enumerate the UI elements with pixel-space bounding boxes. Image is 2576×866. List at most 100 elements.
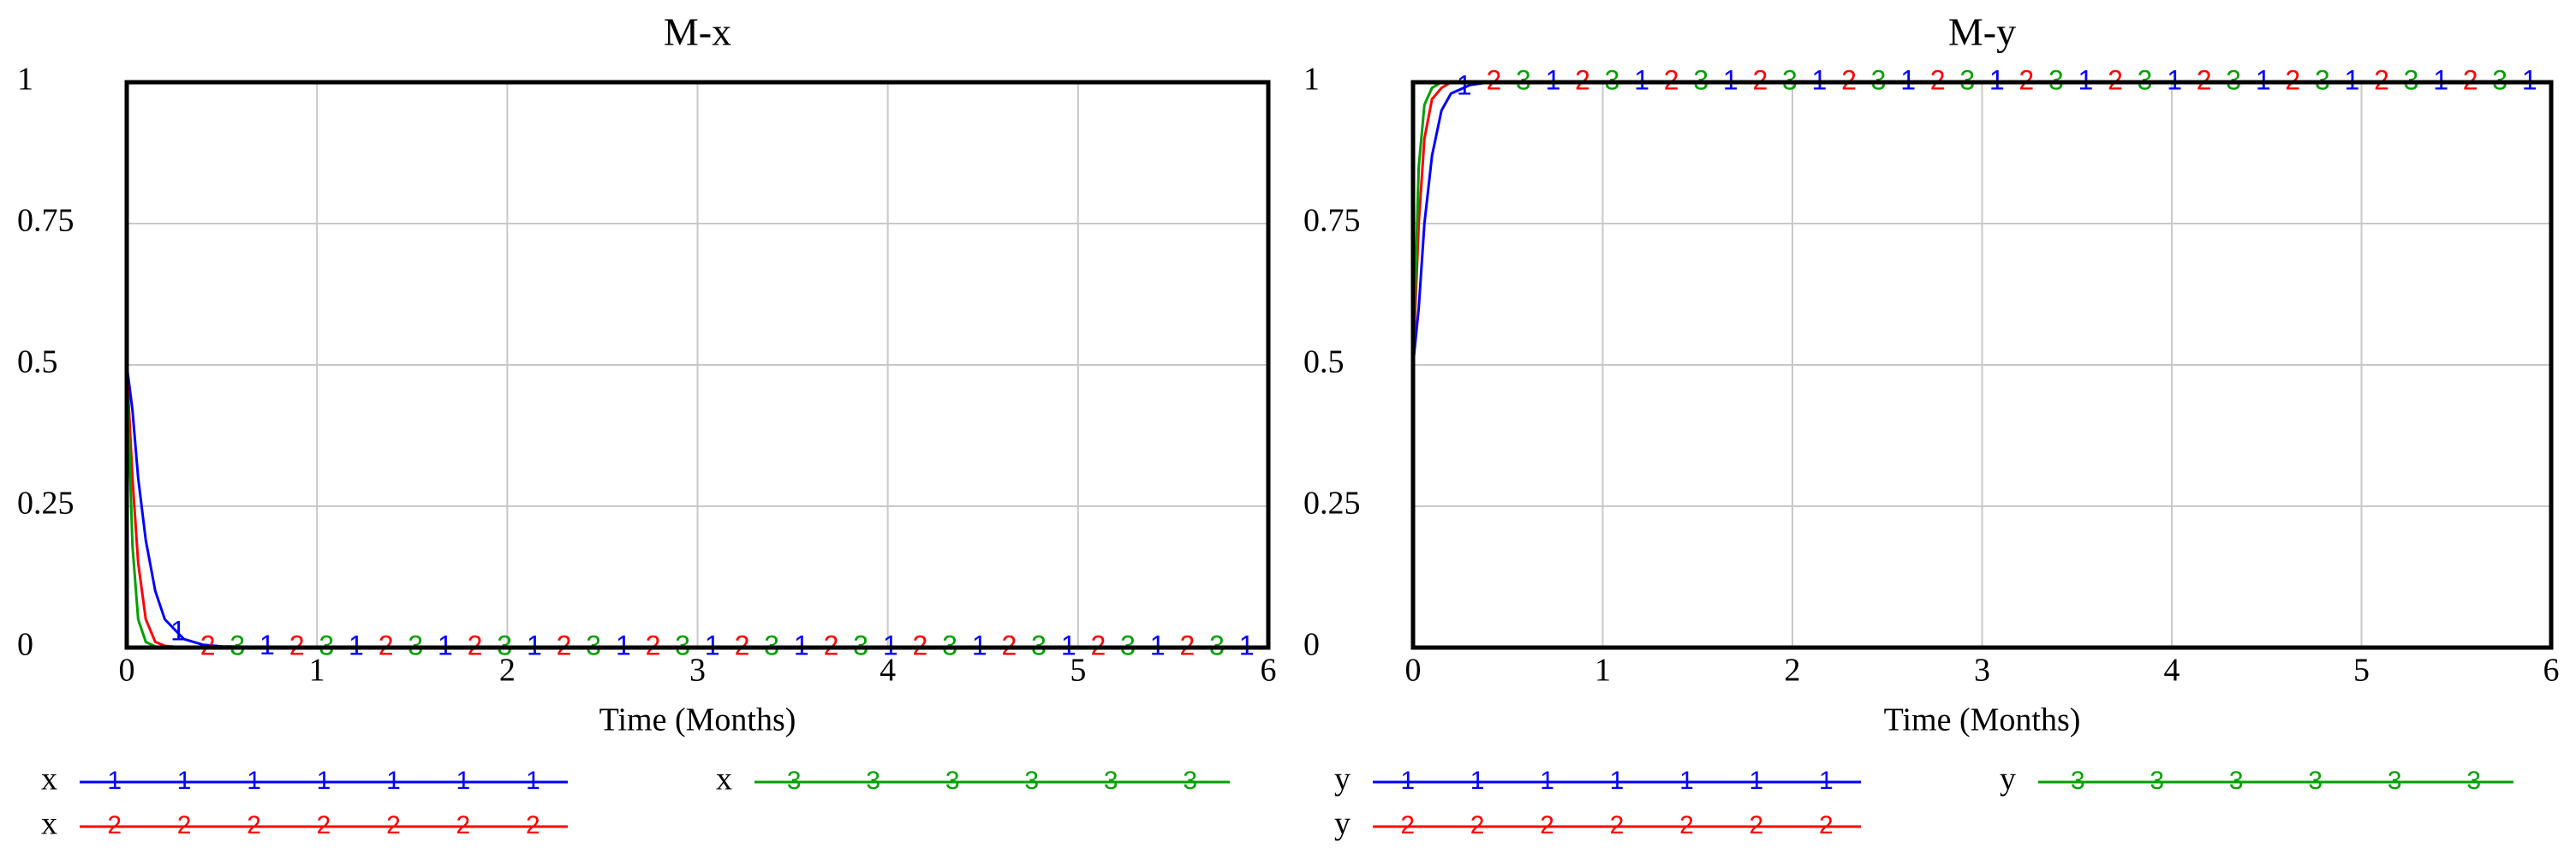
line-marker: 2	[1664, 64, 1679, 95]
y-tick-label: 0	[1303, 627, 1320, 663]
x-tick-label: 1	[309, 653, 325, 689]
line-marker: 3	[1605, 64, 1620, 95]
legend-marker: 2	[1470, 811, 1485, 839]
legend-marker: 1	[247, 767, 261, 795]
chart-title: M-x	[664, 10, 731, 54]
plot-frame	[124, 80, 1271, 650]
line-marker: 2	[646, 630, 661, 660]
legend-marker: 2	[1610, 811, 1625, 839]
legend-marker: 2	[177, 811, 192, 839]
line-marker: 2	[2018, 64, 2034, 95]
y-tick-label: 0.75	[17, 203, 75, 239]
line-marker: 2	[1486, 64, 1501, 95]
line-marker: 2	[468, 630, 483, 660]
line-marker: 3	[2226, 64, 2241, 95]
line-marker: 1	[2256, 64, 2271, 95]
legend-marker: 2	[1819, 811, 1834, 839]
legend-marker: 2	[1679, 811, 1694, 839]
legend-marker: 2	[1400, 811, 1415, 839]
legend-label: y	[1334, 761, 1351, 797]
line-marker: 1	[2167, 64, 2182, 95]
line-marker: 2	[2108, 64, 2123, 95]
legend-marker: 1	[1610, 767, 1625, 795]
y-tick-label: 0.5	[17, 344, 58, 380]
line-marker: 1	[705, 630, 720, 660]
line-marker: 2	[2285, 64, 2300, 95]
legend-marker: 1	[107, 767, 122, 795]
line-marker: 2	[2197, 64, 2212, 95]
y-tick-label: 0.25	[1303, 486, 1361, 522]
line-marker: 3	[1959, 64, 1975, 95]
x-tick-label: 3	[1974, 653, 1990, 689]
legend-label: y	[2000, 761, 2016, 797]
line-marker: 2	[2463, 64, 2478, 95]
legend-label: x	[41, 806, 57, 842]
legend-marker: 2	[107, 811, 122, 839]
line-marker: 2	[200, 630, 216, 660]
legend-marker: 1	[526, 767, 540, 795]
legend-marker: 3	[1183, 767, 1197, 795]
line-marker: 1	[1900, 64, 1916, 95]
line-marker: 1	[1239, 630, 1255, 660]
line-marker: 2	[735, 630, 750, 660]
line-marker: 3	[853, 630, 868, 660]
line-marker: 1	[616, 630, 631, 660]
y-tick-label: 0	[17, 627, 33, 663]
line-marker: 2	[2374, 64, 2389, 95]
legend-marker: 3	[945, 767, 960, 795]
line-marker: 3	[2048, 64, 2064, 95]
legend-marker: 1	[386, 767, 401, 795]
line-marker: 2	[1090, 630, 1106, 660]
legend-marker: 2	[247, 811, 261, 839]
x-tick-label: 0	[119, 653, 135, 689]
line-marker: 3	[319, 630, 334, 660]
line-marker: 3	[1209, 630, 1225, 660]
legend-marker: 1	[1679, 767, 1694, 795]
line-marker: 1	[1150, 630, 1166, 660]
x-tick-label: 2	[499, 653, 516, 689]
line-marker: 1	[1634, 64, 1649, 95]
line-marker: 3	[497, 630, 512, 660]
line-marker: 1	[2345, 64, 2360, 95]
x-axis-title: Time (Months)	[599, 702, 796, 738]
x-tick-label: 6	[1261, 653, 1277, 689]
y-tick-label: 0.5	[1303, 344, 1345, 380]
x-tick-label: 1	[1595, 653, 1611, 689]
line-marker: 1	[1457, 70, 1472, 101]
legend-marker: 2	[386, 811, 401, 839]
line-marker: 1	[1989, 64, 2005, 95]
x-tick-label: 2	[1785, 653, 1801, 689]
legend-marker: 2	[526, 811, 540, 839]
legend-label: y	[1334, 806, 1351, 842]
legend-label: x	[716, 761, 732, 797]
legend-marker: 3	[1024, 767, 1039, 795]
line-marker: 2	[1002, 630, 1017, 660]
legend-marker: 2	[317, 811, 331, 839]
line-marker: 3	[1871, 64, 1887, 95]
legend-label: x	[41, 761, 57, 797]
legend-marker: 2	[1540, 811, 1554, 839]
legend-marker: 1	[1750, 767, 1764, 795]
line-marker: 2	[289, 630, 305, 660]
line-marker: 3	[1120, 630, 1136, 660]
plot-frame	[1410, 80, 2554, 650]
line-marker: 1	[794, 630, 809, 660]
line-marker: 2	[913, 630, 928, 660]
y-tick-label: 0.25	[17, 486, 75, 522]
line-marker: 3	[2404, 64, 2419, 95]
line-marker: 1	[527, 630, 542, 660]
x-axis-title: Time (Months)	[1884, 702, 2081, 738]
line-marker: 3	[2138, 64, 2153, 95]
line-marker: 3	[675, 630, 690, 660]
legend-marker: 2	[456, 811, 471, 839]
line-marker: 2	[1930, 64, 1946, 95]
line-marker: 3	[2315, 64, 2330, 95]
line-marker: 1	[1812, 64, 1828, 95]
x-tick-label: 0	[1405, 653, 1422, 689]
y-tick-label: 1	[1303, 62, 1320, 98]
line-marker: 2	[557, 630, 572, 660]
x-tick-label: 5	[2353, 653, 2370, 689]
line-marker: 3	[764, 630, 779, 660]
line-marker: 1	[1723, 64, 1738, 95]
line-marker: 1	[2433, 64, 2448, 95]
